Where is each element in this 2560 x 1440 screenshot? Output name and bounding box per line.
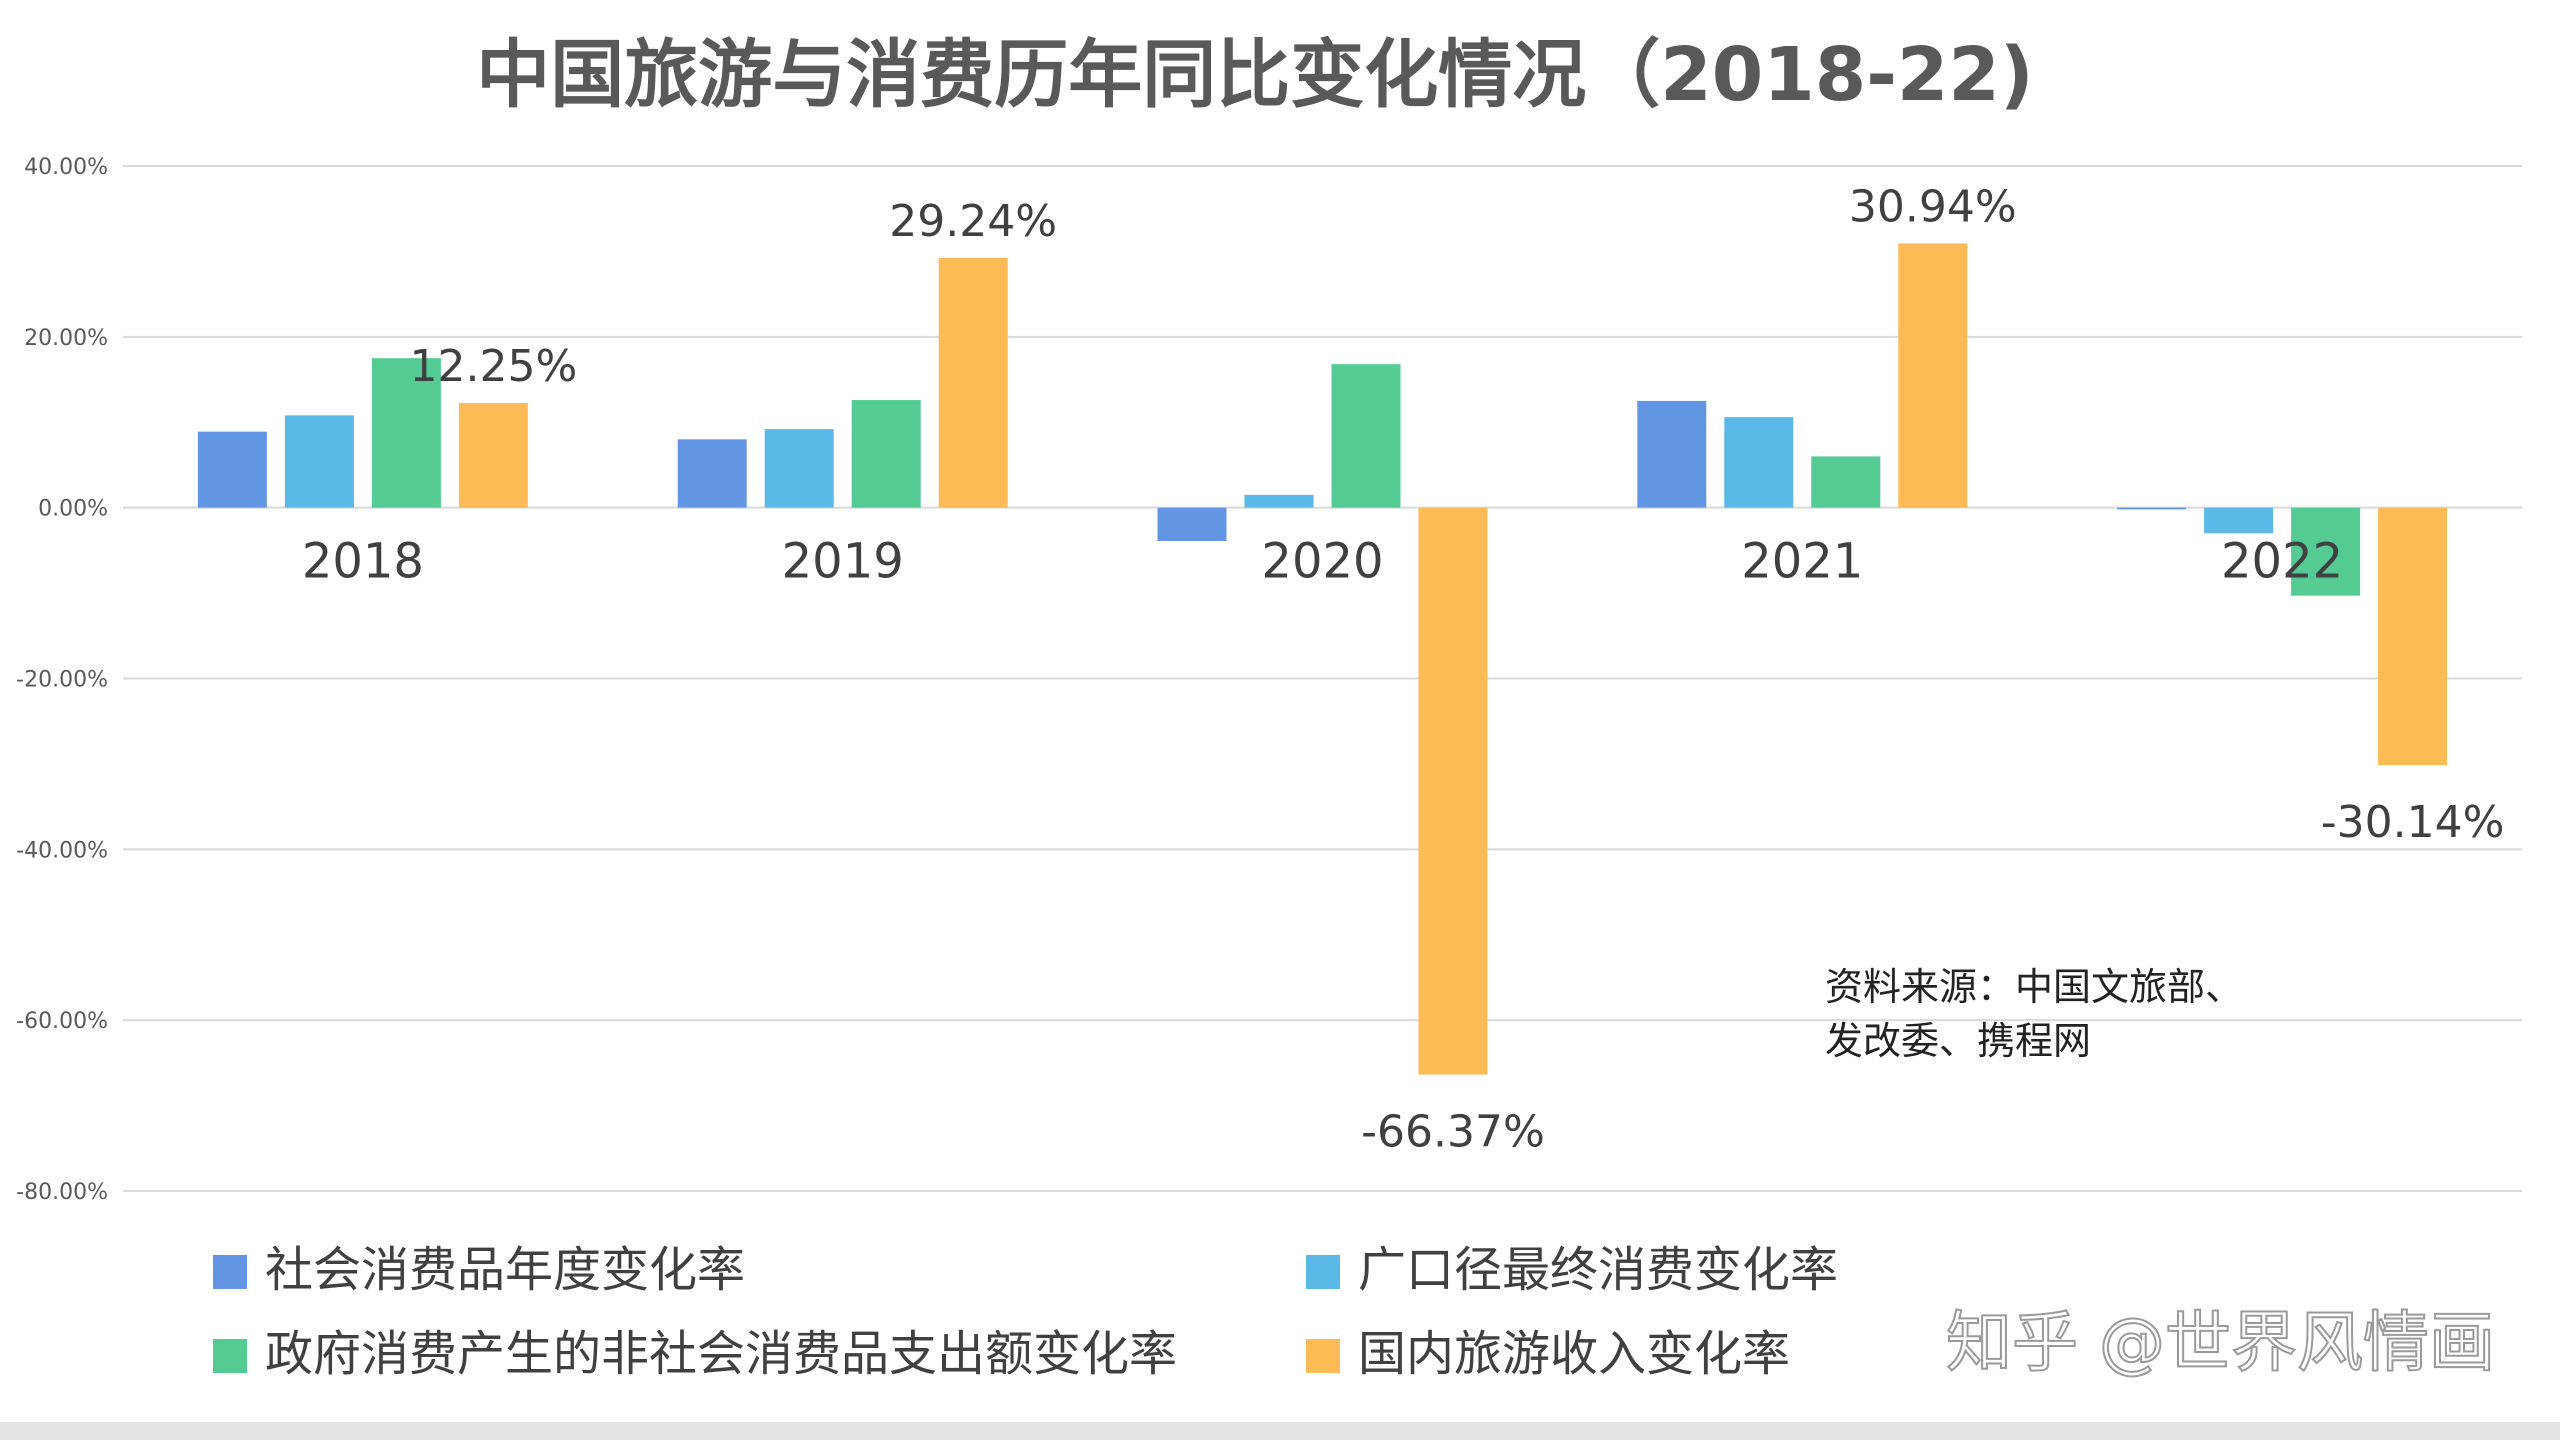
x-category-label: 2019 [782,534,904,590]
legend-label: 广口径最终消费变化率 [1358,1242,1838,1298]
bar-2018-series-3 [458,403,528,508]
bar-2020-series-1 [1244,494,1314,508]
legend-swatch [213,1255,247,1289]
data-label: 30.94% [1849,181,2017,232]
bars [197,243,2448,1075]
bar-2020-series-2 [1331,364,1401,508]
y-tick-label: 40.00% [24,155,108,180]
bar-2019-series-1 [764,429,834,508]
data-labels: 12.25% 29.24% -66.37% 30.94% -30.14% [410,181,2505,1157]
data-label: 12.25% [410,341,578,392]
gridlines [123,165,2522,1192]
source-line: 资料来源：中国文旅部、 [1825,965,2243,1009]
x-category-label: 2020 [1261,534,1383,590]
legend-swatch [213,1339,247,1373]
bar-2019-series-2 [851,400,921,508]
watermark-text: 知乎 @世界风情画 [1946,1304,2495,1381]
bar-2021-series-2 [1811,456,1881,508]
bar-2019-series-3 [938,257,1008,508]
legend-swatch [1306,1255,1340,1289]
bar-2022-series-0 [2117,507,2187,510]
bar-2021-series-0 [1637,400,1707,508]
y-tick-label: -60.00% [16,1009,108,1034]
bar-2020-series-3 [1418,507,1488,1075]
x-category-label: 2018 [302,534,424,590]
bottom-band [0,1422,2560,1440]
x-category-label: 2022 [2221,534,2343,590]
bar-2018-series-1 [284,415,354,508]
bar-2022-series-2 [2291,507,2361,596]
bar-2020-series-0 [1157,507,1227,541]
y-tick-label: -80.00% [16,1180,108,1205]
source-annotation: 资料来源：中国文旅部、 发改委、携程网 [1825,965,2243,1063]
legend-label: 社会消费品年度变化率 [265,1242,745,1298]
chart-title: 中国旅游与消费历年同比变化情况（2018-22) [476,32,2033,118]
data-label: -30.14% [2321,797,2505,848]
data-label: -66.37% [1361,1107,1545,1158]
bar-2022-series-3 [2378,507,2448,766]
y-axis-tick-labels: 40.00% 20.00% 0.00% -20.00% -40.00% -60.00% -8… [16,155,108,1205]
y-tick-label: 20.00% [24,326,108,351]
bar-2018-series-0 [197,431,267,508]
y-tick-label: -40.00% [16,838,108,863]
bar-2021-series-3 [1898,243,1968,508]
legend-label: 政府消费产生的非社会消费品支出额变化率 [265,1326,1177,1382]
legend-swatch [1306,1339,1340,1373]
bar-2022-series-1 [2204,507,2274,534]
source-line: 发改委、携程网 [1825,1019,2091,1063]
y-tick-label: 0.00% [38,497,108,522]
bar-2021-series-1 [1724,417,1794,508]
y-tick-label: -20.00% [16,668,108,693]
x-category-label: 2021 [1741,534,1863,590]
bar-2019-series-0 [677,439,747,508]
data-label: 29.24% [889,196,1057,247]
bar-2018-series-2 [371,358,441,508]
x-axis-category-labels: 2018 2019 2020 2021 2022 [302,534,2343,590]
legend-label: 国内旅游收入变化率 [1358,1326,1790,1382]
